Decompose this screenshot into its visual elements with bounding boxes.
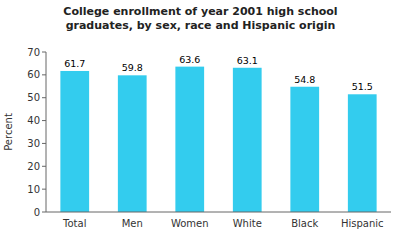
- title-line: College enrollment of year 2001 high sch…: [63, 5, 337, 18]
- bar: [290, 87, 319, 212]
- y-tick-label: 20: [27, 161, 40, 172]
- y-tick-label: 0: [34, 207, 40, 218]
- bar: [118, 75, 147, 212]
- data-labels: 61.7 59.8 63.6 63.1 54.8 51.5: [64, 54, 373, 93]
- x-tick-label: Hispanic: [341, 218, 384, 229]
- y-tick-label: 40: [27, 115, 40, 126]
- y-tick: [42, 120, 46, 121]
- data-label: 51.5: [352, 81, 373, 92]
- y-axis-label: Percent: [3, 113, 14, 151]
- bar: [60, 71, 89, 212]
- y-tick: [42, 52, 46, 53]
- x-tick-label: Men: [122, 218, 143, 229]
- x-tick-label: Black: [291, 218, 318, 229]
- data-label: 63.1: [237, 55, 258, 66]
- bar: [175, 67, 204, 212]
- y-axis-line: [46, 52, 47, 212]
- y-tick-label: 50: [27, 92, 40, 103]
- bar: [233, 68, 262, 212]
- y-tick-label: 70: [27, 47, 40, 58]
- y-tick: [42, 212, 46, 213]
- data-label: 54.8: [294, 74, 315, 85]
- x-axis: Total Men Women White Black Hispanic: [62, 218, 383, 229]
- x-axis-line: [46, 212, 391, 213]
- y-tick-label: 30: [27, 138, 40, 149]
- title: College enrollment of year 2001 high sch…: [63, 5, 337, 32]
- chart-svg: College enrollment of year 2001 high sch…: [0, 0, 401, 238]
- data-label: 61.7: [64, 58, 85, 69]
- y-axis: 0 10 20 30 40 50 60 70: [27, 47, 46, 218]
- y-tick-label: 60: [27, 69, 40, 80]
- data-label: 63.6: [179, 54, 200, 65]
- y-tick: [42, 166, 46, 167]
- x-tick-label: White: [233, 218, 262, 229]
- y-tick-label: 10: [27, 184, 40, 195]
- chart-container: College enrollment of year 2001 high sch…: [0, 0, 401, 238]
- x-tick-label: Women: [171, 218, 209, 229]
- y-tick: [42, 97, 46, 98]
- data-label: 59.8: [122, 62, 143, 73]
- y-tick: [42, 143, 46, 144]
- bar: [348, 94, 377, 212]
- x-tick-label: Total: [62, 218, 86, 229]
- y-tick: [42, 189, 46, 190]
- bars: [60, 67, 376, 212]
- y-tick: [42, 74, 46, 75]
- title-line: graduates, by sex, race and Hispanic ori…: [66, 19, 336, 32]
